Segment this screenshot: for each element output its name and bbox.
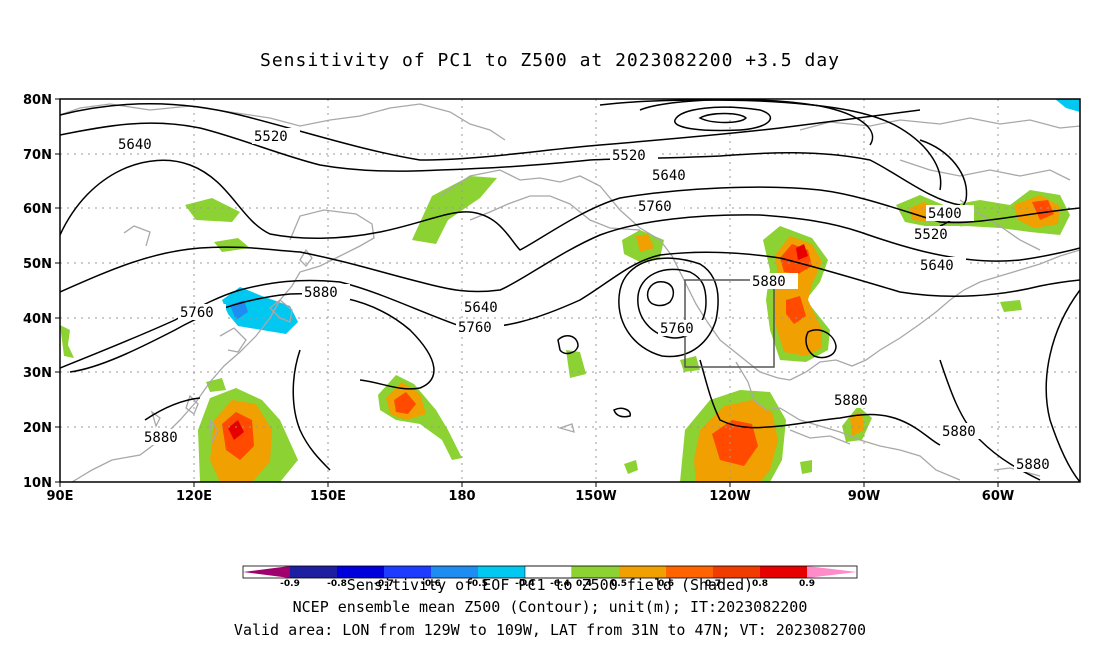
shading-weak-positive xyxy=(680,356,700,372)
colorbar-swatch xyxy=(290,566,337,578)
colorbar-tick-label: -0.9 xyxy=(280,579,300,589)
lon-label: 120E xyxy=(176,489,212,504)
shading-weak-positive xyxy=(1000,300,1022,312)
contour-label: 5760 xyxy=(458,320,492,336)
shading-positive xyxy=(850,412,864,436)
shading-strong-positive xyxy=(228,420,244,440)
colorbar-swatch xyxy=(807,566,857,578)
contour-label: 5640 xyxy=(464,300,498,316)
contour-label: 5880 xyxy=(752,274,786,290)
lat-labels: 80N 70N 60N 50N 40N 30N 20N 10N xyxy=(23,93,52,491)
lat-label: 70N xyxy=(23,148,52,163)
colorbar-swatch xyxy=(713,566,760,578)
shading-weak-positive xyxy=(185,198,240,222)
contour-label: 5520 xyxy=(612,148,646,164)
contour-label: 5760 xyxy=(660,321,694,337)
colorbar-swatch xyxy=(760,566,807,578)
contour-label: 5880 xyxy=(304,285,338,301)
shading-weak-positive xyxy=(214,238,250,252)
chart-title: Sensitivity of PC1 to Z500 at 2023082200… xyxy=(259,50,840,71)
lon-label: 150E xyxy=(310,489,346,504)
lat-label: 60N xyxy=(23,202,52,217)
contour-label: 5880 xyxy=(1016,457,1050,473)
lon-labels: 90E 120E 150E 180 150W 120W 90W 60W xyxy=(47,489,1015,504)
contour-label: 5520 xyxy=(254,129,288,145)
colorbar-tick-label: 0.5 xyxy=(611,579,627,589)
lon-label: 150W xyxy=(575,489,616,504)
colorbar-swatch xyxy=(619,566,666,578)
contour-label: 5400 xyxy=(928,206,962,222)
lon-label: 120W xyxy=(709,489,750,504)
shading-strong-positive xyxy=(712,420,758,466)
colorbar-swatch xyxy=(478,566,525,578)
colorbar-tick-label: 0.6 xyxy=(658,579,674,589)
colorbar-swatch xyxy=(431,566,478,578)
caption-shading: Sensitivity of EOF PC1 to Z500 field (Sh… xyxy=(346,576,754,594)
contour-labels: 5640 5520 5520 5640 5760 5400 5520 5640 … xyxy=(116,128,1062,473)
contour-label: 5640 xyxy=(920,258,954,274)
shading-strong-positive xyxy=(1032,200,1054,220)
caption-contour: NCEP ensemble mean Z500 (Contour); unit(… xyxy=(292,598,808,616)
lat-label: 10N xyxy=(23,476,52,491)
lon-label: 60W xyxy=(982,489,1014,504)
colorbar-tick-label: -0.5 xyxy=(468,579,488,589)
shading-negative xyxy=(222,287,298,334)
lon-label: 90E xyxy=(47,489,74,504)
contour-label: 5640 xyxy=(118,137,152,153)
lon-label: 180 xyxy=(448,489,475,504)
colorbar-tick-label: -0.4 xyxy=(550,579,570,589)
lat-label: 80N xyxy=(23,93,52,108)
contour-label: 5640 xyxy=(652,168,686,184)
colorbar-tick-label: 0.4 xyxy=(576,579,592,589)
shading-negative xyxy=(1055,99,1080,112)
shading-positive xyxy=(636,234,654,252)
colorbar: -0.9 -0.8 -0.7 -0.6 -0.5 -0.4 -0.4 0.4 0… xyxy=(242,565,858,589)
lat-label: 40N xyxy=(23,312,52,327)
lat-label: 20N xyxy=(23,421,52,436)
shading-strong-positive xyxy=(394,392,416,414)
colorbar-swatch xyxy=(337,566,384,578)
shading-weak-positive xyxy=(566,350,586,378)
colorbar-swatch xyxy=(243,566,290,578)
colorbar-tick-label: -0.6 xyxy=(421,579,441,589)
contour-label: 5880 xyxy=(942,424,976,440)
lat-label: 50N xyxy=(23,257,52,272)
contour-label: 5760 xyxy=(638,199,672,215)
colorbar-tick-label: 0.7 xyxy=(705,579,721,589)
grid-lines xyxy=(60,99,1080,482)
contour-label: 5880 xyxy=(144,430,178,446)
shading-weak-positive xyxy=(60,325,74,358)
caption-valid-area: Valid area: LON from 129W to 109W, LAT f… xyxy=(233,621,867,639)
colorbar-tick-label: -0.4 xyxy=(515,579,535,589)
shading-strong-positive xyxy=(796,244,808,260)
colorbar-swatch xyxy=(572,566,619,578)
colorbar-tick-label: 0.9 xyxy=(799,579,815,589)
contour-label: 5520 xyxy=(914,227,948,243)
shading-weak-positive xyxy=(800,460,812,474)
contour-label: 5880 xyxy=(834,393,868,409)
colorbar-tick-label: 0.8 xyxy=(752,579,768,589)
shading-layer xyxy=(60,99,1080,482)
z500-contours xyxy=(60,99,1080,482)
shading-strong-positive xyxy=(786,296,806,324)
colorbar-tick-label: -0.7 xyxy=(374,579,394,589)
lat-label: 30N xyxy=(23,366,52,381)
map-frame xyxy=(59,98,1081,483)
contour-label: 5760 xyxy=(180,305,214,321)
shading-weak-positive xyxy=(624,460,638,474)
lon-label: 90W xyxy=(848,489,880,504)
shading-weak-positive xyxy=(206,378,226,392)
colorbar-swatch xyxy=(666,566,713,578)
tick-marks xyxy=(55,98,999,487)
colorbar-tick-label: -0.8 xyxy=(327,579,347,589)
shading-weak-positive xyxy=(412,176,497,244)
colorbar-swatch xyxy=(384,566,431,578)
